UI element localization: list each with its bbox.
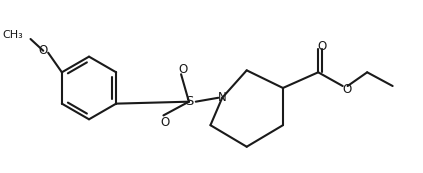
Text: S: S: [185, 95, 193, 108]
Text: O: O: [38, 44, 48, 57]
Text: O: O: [161, 116, 170, 129]
Text: O: O: [179, 63, 188, 76]
Text: N: N: [218, 91, 227, 104]
Text: CH₃: CH₃: [2, 30, 23, 40]
Text: O: O: [318, 40, 327, 53]
Text: O: O: [342, 83, 351, 96]
